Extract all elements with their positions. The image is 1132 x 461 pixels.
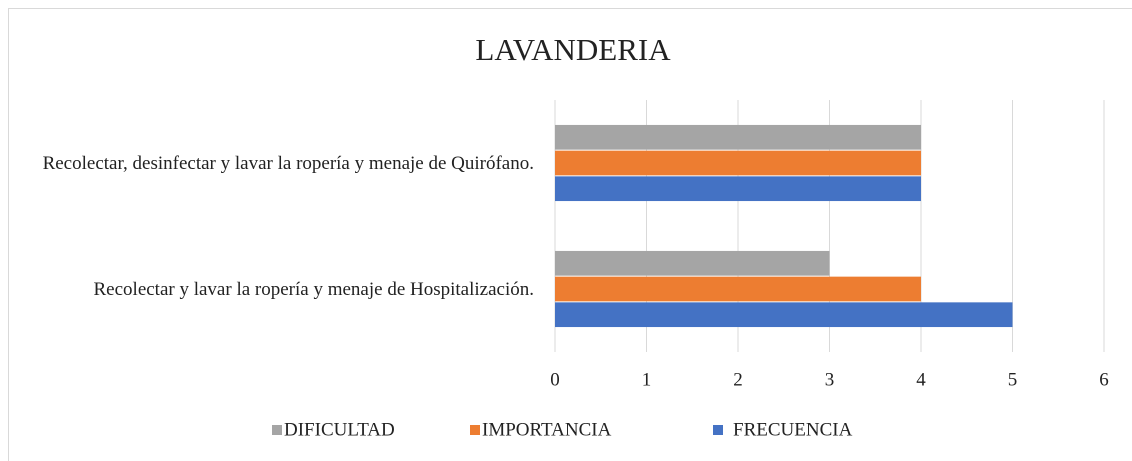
chart-title: LAVANDERIA: [475, 32, 671, 67]
legend-swatch: [470, 425, 480, 435]
legend-swatch: [713, 425, 723, 435]
bar: [555, 124, 921, 150]
bar: [555, 276, 921, 302]
bar: [555, 176, 921, 202]
category-text: Recolectar y lavar la ropería y menaje d…: [93, 278, 535, 300]
x-tick-label: 2: [733, 369, 743, 390]
x-tick-label: 1: [642, 369, 652, 390]
legend-label: IMPORTANCIA: [482, 419, 612, 440]
bar: [555, 302, 1013, 328]
x-tick-label: 0: [550, 369, 560, 390]
x-tick-label: 5: [1008, 369, 1018, 390]
category-text: Recolectar, desinfectar y lavar la roper…: [42, 152, 534, 174]
x-tick-label: 4: [916, 369, 926, 390]
legend-swatch: [272, 425, 282, 435]
x-tick-label: 6: [1099, 369, 1109, 390]
chart-border: [8, 8, 1132, 461]
legend-label: DIFICULTAD: [284, 419, 395, 440]
bar: [555, 150, 921, 176]
legend-label: FRECUENCIA: [733, 419, 853, 440]
y-tick-label: Recolectar y lavar la ropería y menaje d…: [8, 249, 535, 329]
y-tick-label: Recolectar, desinfectar y lavar la roper…: [8, 123, 534, 203]
bar: [555, 250, 830, 276]
x-tick-label: 3: [825, 369, 835, 390]
